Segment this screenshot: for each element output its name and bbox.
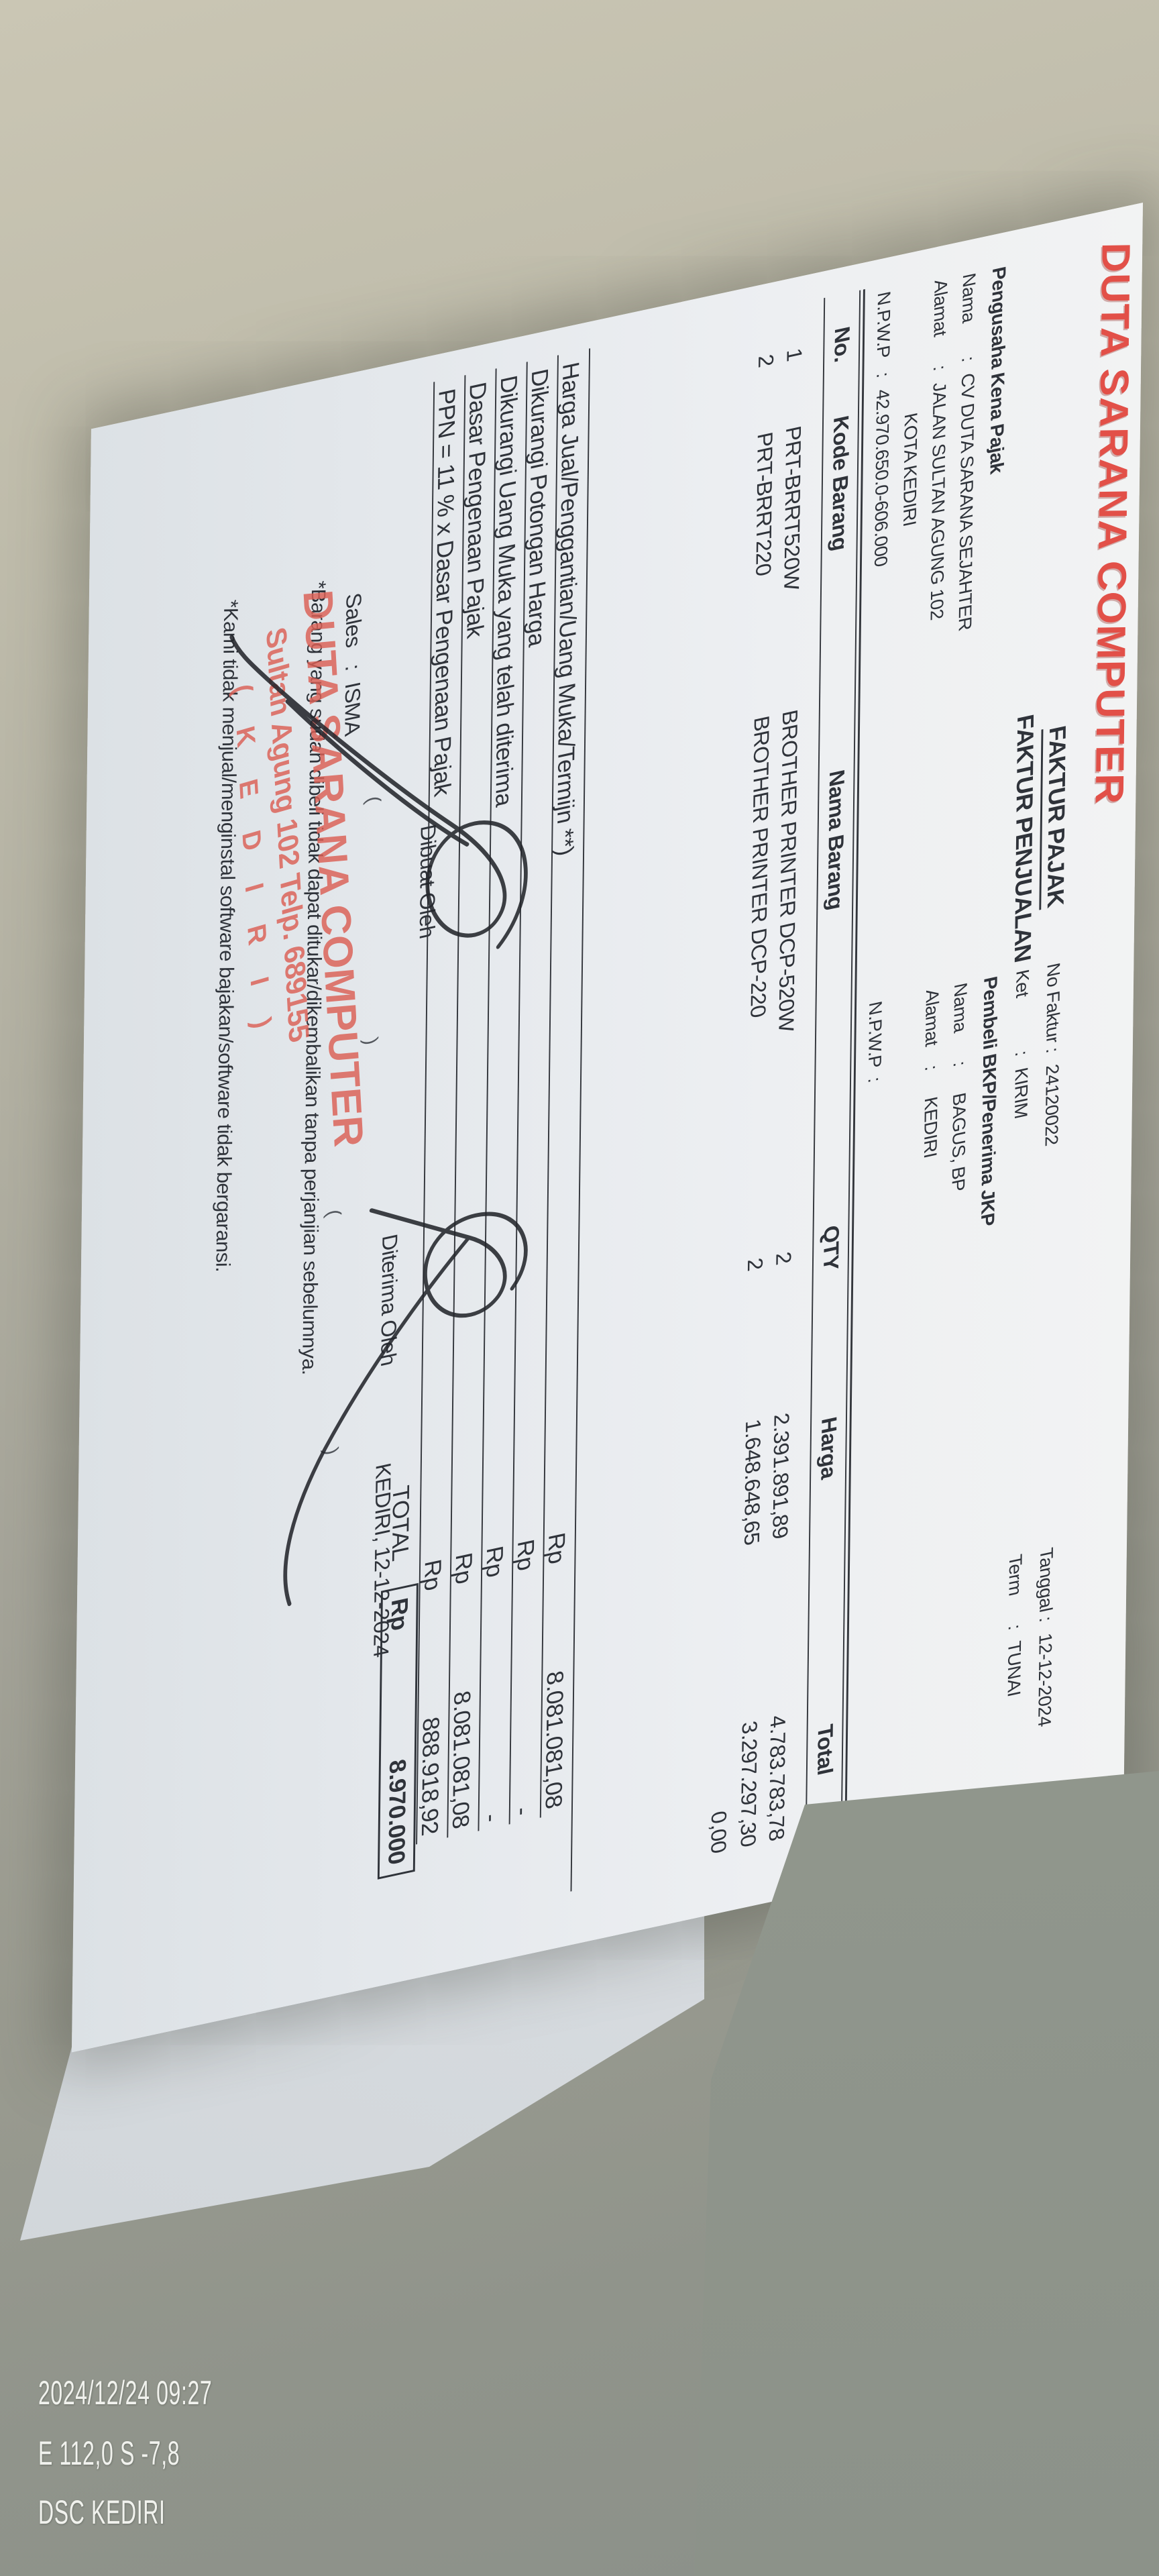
overlay-gps: E 112,0 S -7,8: [38, 2434, 180, 2472]
signature-scribbles: [229, 635, 528, 1607]
dibuat-signature-icon: [229, 635, 528, 949]
invoice-sheet: DUTA SARANA COMPUTER FAKTUR PAJAK FAKTUR…: [71, 203, 1143, 2053]
overlay-label: DSC KEDIRI: [38, 2493, 166, 2531]
overlay-datetime: 2024/12/24 09:27: [38, 2374, 213, 2412]
diterima-signature-icon: [283, 1208, 528, 1607]
